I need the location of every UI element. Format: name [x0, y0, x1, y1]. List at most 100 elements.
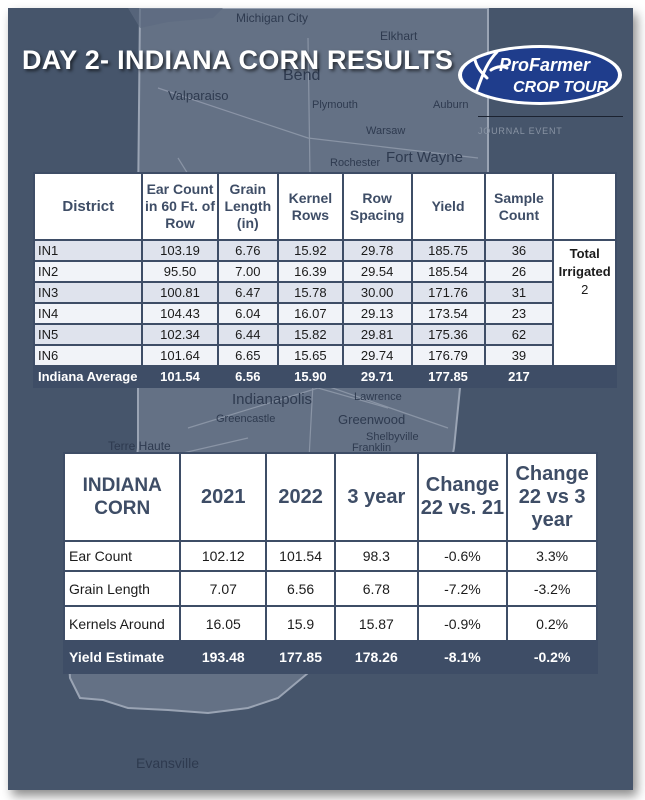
cell-2022: 101.54 — [265, 540, 337, 572]
col-header-row-spacing: Row Spacing — [341, 172, 413, 241]
map-label-shelbyville: Shelbyville — [366, 431, 419, 443]
map-label-warsaw: Warsaw — [366, 125, 405, 137]
col-header-2022: 2022 — [265, 452, 337, 542]
cell-blank — [552, 365, 617, 388]
col-header-ear-count: Ear Count in 60 Ft. of Row — [141, 172, 219, 241]
cell-ear-count: 103.19 — [141, 239, 219, 262]
cell-sample-count: 217 — [483, 365, 555, 388]
map-label-terre-haute: Terre Haute — [108, 439, 171, 453]
cell-kernel-rows: 15.90 — [277, 365, 344, 388]
cell-sample-count: 31 — [483, 281, 555, 304]
cell-2022: 15.9 — [265, 605, 337, 642]
logo-text-crop-tour: CROP TOUR — [513, 79, 609, 96]
cell-yield: 185.75 — [410, 239, 486, 262]
cell-2022: 6.56 — [265, 570, 337, 607]
cell-district: IN2 — [32, 260, 144, 283]
cell-grain-length: 6.47 — [216, 281, 280, 304]
cell-kernel-rows: 15.78 — [277, 281, 344, 304]
cell-kernel-rows: 16.07 — [277, 302, 344, 325]
col-header-change-22-vs-3-year: Change 22 vs 3 year — [506, 452, 598, 542]
cell-ear-count: 102.34 — [141, 323, 219, 346]
cell-yield: 176.79 — [410, 344, 486, 367]
cell-ear-count: 104.43 — [141, 302, 219, 325]
col-header-district: District — [32, 172, 144, 241]
cell-change-22-vs-3-year: -3.2% — [506, 570, 598, 607]
table-row: Ear Count 102.12 101.54 98.3 -0.6% 3.3% — [62, 540, 598, 572]
cell-row-spacing: 30.00 — [341, 281, 413, 304]
cell-district: Indiana Average — [32, 365, 144, 388]
cell-grain-length: 6.65 — [216, 344, 280, 367]
table-header-row: INDIANA CORN 2021 2022 3 year Change 22 … — [62, 452, 598, 542]
cell-district: IN1 — [32, 239, 144, 262]
cell-change-22-vs-3-year: 3.3% — [506, 540, 598, 572]
table-row: IN6 101.64 6.65 15.65 29.74 176.79 39 — [32, 344, 616, 367]
cell-row-spacing: 29.78 — [341, 239, 413, 262]
lake-michigan — [128, 8, 223, 28]
cell-3-year: 6.78 — [334, 570, 419, 607]
cell-district: IN5 — [32, 323, 144, 346]
cell-kernel-rows: 15.92 — [277, 239, 344, 262]
map-label-greencastle: Greencastle — [216, 413, 275, 425]
cell-sample-count: 62 — [483, 323, 555, 346]
average-row: Indiana Average 101.54 6.56 15.90 29.71 … — [32, 365, 617, 388]
cell-district: IN3 — [32, 281, 144, 304]
cell-kernel-rows: 16.39 — [277, 260, 344, 283]
table-row: IN3 100.81 6.47 15.78 30.00 171.76 31 — [32, 281, 616, 304]
map-label-rochester: Rochester — [330, 157, 380, 169]
logo-tagline: JOURNAL EVENT — [478, 126, 563, 136]
yield-estimate-row: Yield Estimate 193.48 177.85 178.26 -8.1… — [62, 640, 598, 674]
cell-grain-length: 6.76 — [216, 239, 280, 262]
cell-district: IN6 — [32, 344, 144, 367]
cell-yield: 177.85 — [410, 365, 486, 388]
cell-kernel-rows: 15.82 — [277, 323, 344, 346]
table-row: Kernels Around 16.05 15.9 15.87 -0.9% 0.… — [62, 605, 598, 642]
cell-metric: Ear Count — [62, 540, 182, 572]
map-label-elkhart: Elkhart — [380, 29, 418, 43]
page-title: DAY 2- INDIANA CORN RESULTS — [22, 45, 454, 75]
cell-metric: Yield Estimate — [62, 640, 182, 674]
cell-yield: 185.54 — [410, 260, 486, 283]
cell-change-22-vs-21: -0.6% — [416, 540, 509, 572]
cell-2021: 102.12 — [179, 540, 268, 572]
cell-2021: 7.07 — [179, 570, 268, 607]
cell-yield: 173.54 — [410, 302, 486, 325]
cell-grain-length: 7.00 — [216, 260, 280, 283]
cell-kernel-rows: 15.65 — [277, 344, 344, 367]
cell-grain-length: 6.56 — [216, 365, 280, 388]
map-label-auburn: Auburn — [433, 99, 468, 111]
map-label-bend: Bend — [283, 67, 320, 84]
cell-row-spacing: 29.71 — [341, 365, 413, 388]
cell-change-22-vs-3-year: -0.2% — [506, 640, 598, 674]
cell-change-22-vs-21: -0.9% — [416, 605, 509, 642]
map-label-plymouth: Plymouth — [312, 99, 358, 111]
cell-2021: 16.05 — [179, 605, 268, 642]
map-label-valparaiso: Valparaiso — [168, 88, 228, 103]
cell-change-22-vs-3-year: 0.2% — [506, 605, 598, 642]
logo-text-profarmer: ProFarmer — [499, 55, 591, 75]
cell-yield: 175.36 — [410, 323, 486, 346]
table-row: IN5 102.34 6.44 15.82 29.81 175.36 62 — [32, 323, 616, 346]
year-comparison-table: INDIANA CORN 2021 2022 3 year Change 22 … — [62, 452, 598, 674]
cell-grain-length: 6.44 — [216, 323, 280, 346]
total-irrigated-value: 2 — [581, 282, 589, 297]
total-irrigated-cell: Total Irrigated 2 — [552, 239, 617, 367]
cell-row-spacing: 29.81 — [341, 323, 413, 346]
cell-ear-count: 101.64 — [141, 344, 219, 367]
col-header-indiana-corn: INDIANA CORN — [62, 452, 182, 542]
cell-metric: Kernels Around — [62, 605, 182, 642]
cell-change-22-vs-21: -8.1% — [416, 640, 509, 674]
col-header-kernel-rows: Kernel Rows — [277, 172, 344, 241]
cell-row-spacing: 29.54 — [341, 260, 413, 283]
cell-ear-count: 100.81 — [141, 281, 219, 304]
cell-sample-count: 39 — [483, 344, 555, 367]
col-header-grain-length: Grain Length (in) — [216, 172, 280, 241]
table-row: IN4 104.43 6.04 16.07 29.13 173.54 23 — [32, 302, 616, 325]
table-row: Grain Length 7.07 6.56 6.78 -7.2% -3.2% — [62, 570, 598, 607]
cell-sample-count: 36 — [483, 239, 555, 262]
total-irrigated-label: Total Irrigated — [558, 246, 611, 279]
corn-stalk-icon — [473, 50, 509, 92]
map-label-lawrence: Lawrence — [354, 391, 402, 403]
cell-change-22-vs-21: -7.2% — [416, 570, 509, 607]
cell-sample-count: 23 — [483, 302, 555, 325]
col-header-sample-count: Sample Count — [483, 172, 555, 241]
